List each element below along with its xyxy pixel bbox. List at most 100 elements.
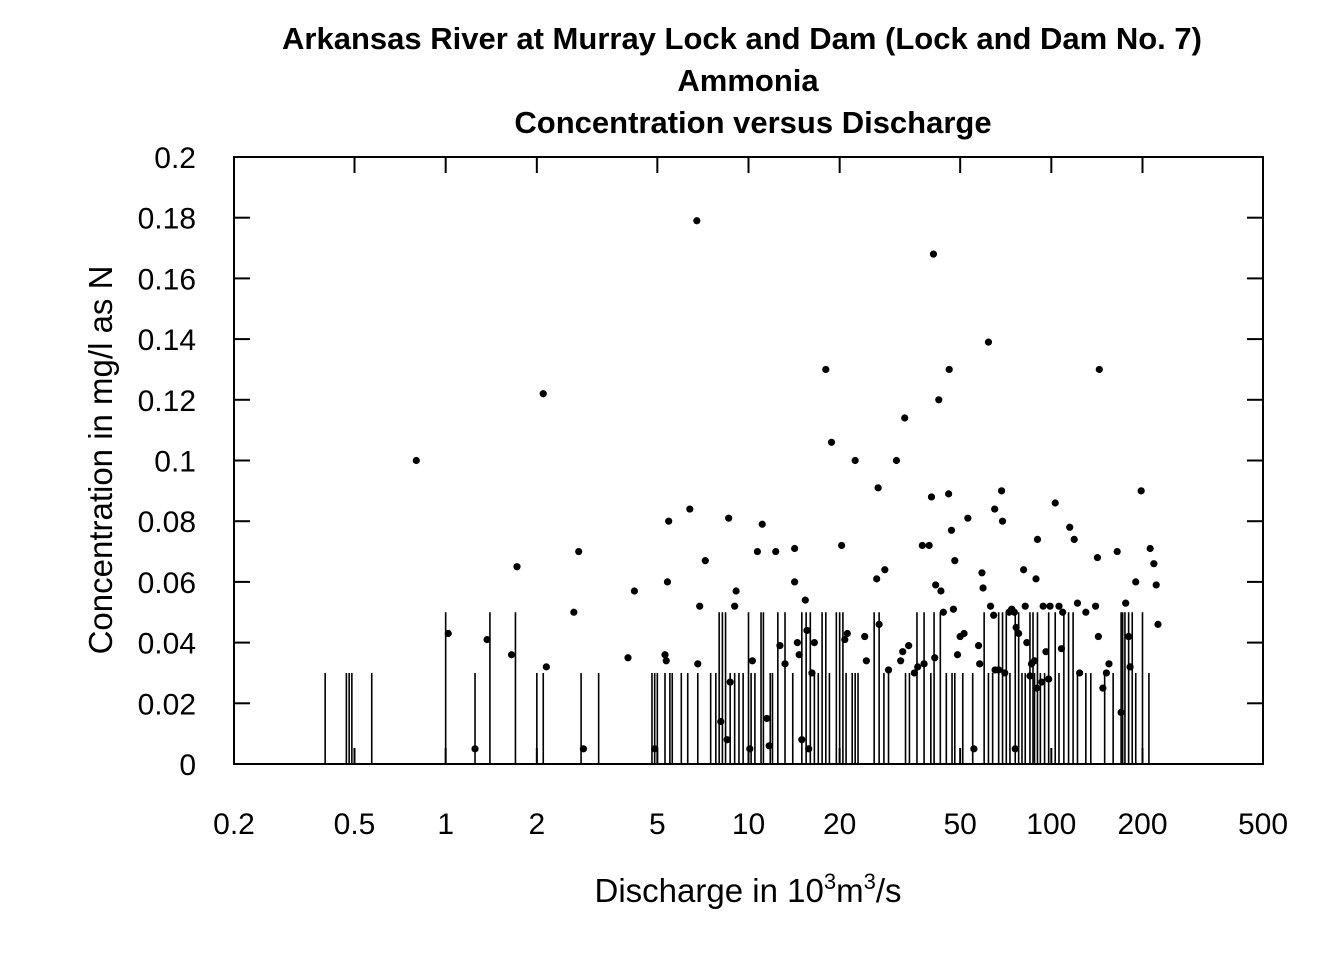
data-point [717, 717, 725, 726]
data-point [1010, 608, 1018, 616]
data-point [998, 517, 1007, 525]
data-point [947, 526, 956, 534]
data-point [803, 626, 811, 635]
data-point [945, 365, 953, 374]
data-point [931, 654, 939, 662]
data-point [951, 557, 959, 565]
data-point [984, 338, 993, 346]
data-point [793, 639, 801, 647]
y-tick-label: 0.12 [138, 385, 196, 418]
x-tick-label: 0.2 [213, 808, 255, 841]
data-point [513, 563, 521, 571]
data-point [953, 651, 962, 659]
data-point [862, 657, 870, 665]
x-tick-label: 20 [823, 808, 856, 841]
data-point [1055, 602, 1063, 610]
data-point [1095, 365, 1103, 374]
x-axis-label-unit: m [836, 872, 864, 909]
data-point [901, 414, 909, 422]
data-point [861, 632, 869, 641]
data-point [1137, 487, 1145, 495]
data-point [1099, 684, 1107, 692]
y-tick-label: 0.14 [138, 324, 196, 357]
data-point [725, 514, 733, 522]
data-point [925, 541, 933, 550]
data-point [1046, 602, 1054, 610]
y-axis: 0 0.02 0.04 0.06 0.08 0.1 0.12 0.14 0.16 0.18 0.2 [138, 142, 1263, 782]
data-point [978, 569, 986, 577]
data-point [1126, 663, 1134, 671]
data-point [1125, 632, 1133, 641]
data-point [1076, 669, 1084, 677]
data-point [810, 639, 818, 647]
data-point [841, 635, 849, 644]
data-point [661, 651, 669, 659]
y-tick-label: 0.08 [138, 506, 196, 539]
data-point [1021, 602, 1029, 610]
y-tick-label: 0.04 [138, 628, 196, 661]
data-point [539, 390, 547, 398]
data-point [570, 608, 578, 616]
data-point [1066, 523, 1074, 531]
x-tick-label: 0.5 [334, 808, 376, 841]
data-point [805, 745, 813, 753]
data-point [798, 736, 806, 744]
data-point [873, 575, 881, 583]
data-point [1042, 648, 1050, 656]
x-axis: 0.2 0.5 1 2 5 10 20 50 100 200 500 [213, 157, 1288, 841]
data-point [1039, 602, 1047, 610]
data-point [763, 714, 771, 723]
data-point [1102, 669, 1110, 677]
data-point [1057, 645, 1066, 653]
data-point [483, 635, 491, 644]
data-point [1132, 578, 1140, 586]
data-point [776, 642, 784, 650]
data-point [444, 629, 452, 638]
data-point [1146, 544, 1154, 553]
data-point [970, 745, 978, 753]
data-point [964, 514, 972, 522]
x-tick-label: 50 [943, 808, 976, 841]
data-point [791, 578, 799, 586]
data-point [575, 547, 583, 556]
y-tick-label: 0 [179, 749, 196, 782]
data-point [986, 602, 995, 610]
data-point [1150, 560, 1158, 568]
data-point [412, 456, 420, 465]
y-tick-label: 0.16 [138, 263, 196, 296]
data-point [723, 736, 731, 744]
data-point [976, 660, 984, 668]
data-point [1154, 620, 1162, 628]
x-axis-label-exp2: 3 [864, 869, 876, 894]
data-point [772, 547, 780, 556]
data-point [758, 520, 766, 528]
data-point [624, 654, 632, 662]
data-point [808, 669, 816, 677]
data-point [851, 456, 859, 465]
data-point [1073, 599, 1082, 607]
y-tick-label: 0.06 [138, 567, 196, 600]
data-point [939, 608, 947, 616]
data-point [874, 484, 882, 492]
data-point [997, 487, 1006, 495]
data-point [765, 742, 773, 750]
data-point [899, 648, 907, 656]
data-point [905, 642, 913, 650]
chart-title-line-1: Arkansas River at Murray Lock and Dam (L… [282, 21, 1202, 56]
data-point [1030, 657, 1039, 665]
data-point [795, 651, 803, 659]
data-point [662, 657, 670, 665]
data-point [1020, 566, 1028, 574]
data-point [748, 657, 756, 665]
data-point [945, 490, 953, 498]
data-point [881, 566, 889, 574]
data-point [1012, 623, 1020, 632]
data-point [929, 250, 938, 258]
x-tick-label: 10 [732, 808, 765, 841]
data-point [1093, 554, 1102, 562]
data-point [949, 605, 958, 613]
chart-title-line-3: Concentration versus Discharge [514, 105, 991, 140]
data-point [927, 493, 936, 501]
data-point [1070, 535, 1078, 544]
